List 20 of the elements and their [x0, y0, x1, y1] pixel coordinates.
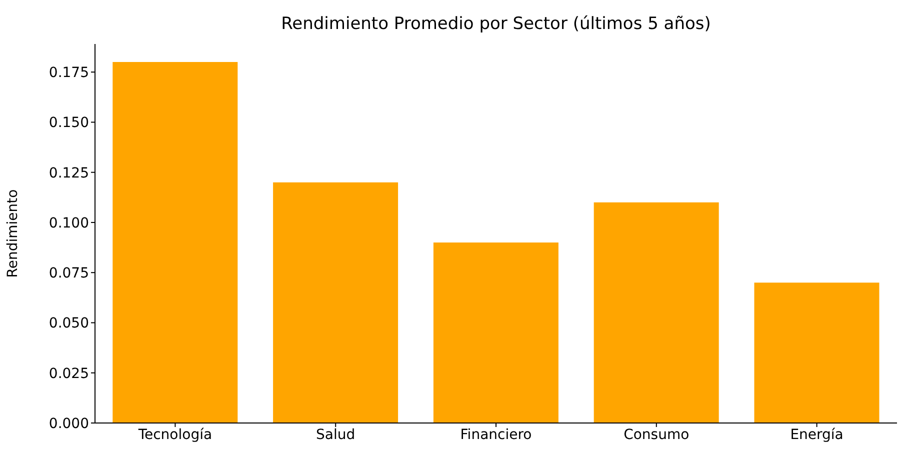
- y-tick-label: 0.000: [48, 416, 89, 432]
- y-tick-label: 0.150: [48, 115, 89, 132]
- y-tick-label: 0.075: [48, 266, 89, 282]
- y-tick-label: 0.100: [48, 215, 89, 232]
- y-tick-label: 0.125: [48, 165, 89, 182]
- chart-title: Rendimiento Promedio por Sector (últimos 5 años): [280, 14, 712, 34]
- bar: [594, 202, 719, 423]
- bar: [273, 182, 398, 423]
- bar: [754, 282, 880, 423]
- bar: [433, 242, 558, 423]
- x-tick-label: Financiero: [460, 426, 532, 443]
- x-tick-label: Salud: [316, 426, 356, 443]
- y-axis-title: Rendimiento: [4, 189, 21, 278]
- y-tick-label: 0.175: [48, 65, 89, 82]
- x-tick-label: Tecnología: [137, 426, 212, 443]
- x-tick-label: Energía: [790, 426, 844, 443]
- y-tick-label: 0.025: [48, 366, 89, 382]
- y-tick-label: 0.050: [48, 316, 89, 332]
- x-tick-label: Consumo: [624, 426, 690, 443]
- bar: [112, 62, 238, 423]
